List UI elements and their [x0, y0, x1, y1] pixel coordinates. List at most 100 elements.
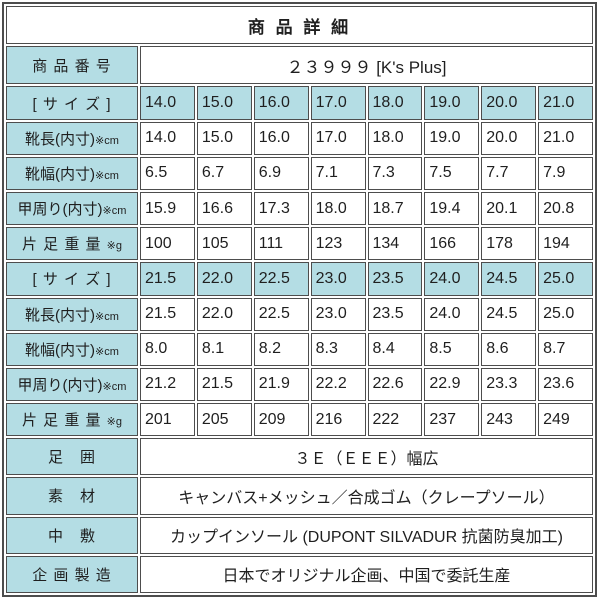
length-cell: 21.5	[140, 297, 195, 331]
row-label-length: 靴長(内寸)※cm	[6, 297, 138, 331]
shoe-length-row-1: 靴長(内寸)※cm 14.0 15.0 16.0 17.0 18.0 19.0 20.0 21…	[6, 121, 593, 155]
girth-cell: 23.6	[538, 367, 593, 402]
size-header-row-1: [ サ イ ズ ] 14.0 15.0 16.0 17.0 18.0 19.0 20.0 21…	[6, 86, 593, 120]
title-row: 商 品 詳 細	[6, 6, 593, 44]
unit-label: ※cm	[95, 134, 119, 147]
size-cell: 21.0	[538, 86, 593, 120]
row-label-width: 靴幅(内寸)※cm	[6, 332, 138, 366]
girth-cell: 21.9	[253, 367, 309, 402]
weight-cell: 134	[367, 227, 423, 261]
girth-row-1: 甲周り(内寸)※cm 15.9 16.6 17.3 18.0 18.7 19.4 20.1 2…	[6, 192, 593, 226]
unit-label: ※cm	[95, 169, 119, 182]
size-cell: 22.5	[253, 262, 309, 296]
size-cell: 22.0	[196, 262, 252, 296]
size-cell: 15.0	[196, 86, 252, 120]
weight-cell: 243	[481, 403, 537, 437]
manufacturing-value: 日本でオリジナル企画、中国で委託生産	[140, 555, 593, 593]
weight-cell: 216	[310, 403, 366, 437]
weight-cell: 205	[196, 403, 252, 437]
weight-cell: 166	[424, 227, 480, 261]
length-cell: 19.0	[424, 121, 480, 155]
width-cell: 7.1	[310, 156, 366, 190]
girth-cell: 20.1	[481, 192, 537, 226]
width-cell: 6.9	[253, 156, 309, 190]
length-cell: 21.0	[538, 121, 593, 155]
size-cell: 21.5	[140, 262, 195, 296]
width-cell: 7.5	[424, 156, 480, 190]
weight-cell: 105	[196, 227, 252, 261]
material-value: キャンバス+メッシュ／合成ゴム（クレープソール）	[140, 477, 593, 515]
size-cell: 24.5	[481, 262, 537, 296]
girth-cell: 21.2	[140, 367, 195, 402]
width-cell: 7.9	[538, 156, 593, 190]
width-cell: 8.4	[367, 332, 423, 366]
width-cell: 7.7	[481, 156, 537, 190]
width-cell: 7.3	[367, 156, 423, 190]
girth-cell: 22.9	[424, 367, 480, 402]
width-cell: 8.6	[481, 332, 537, 366]
size-cell: 25.0	[538, 262, 593, 296]
girth-cell: 18.0	[310, 192, 366, 226]
weight-row-1: 片 足 重 量 ※g 100 105 111 123 134 166 178 194	[6, 227, 593, 261]
size-cell: 17.0	[310, 86, 366, 120]
length-cell: 23.5	[367, 297, 423, 331]
girth-cell: 16.6	[196, 192, 252, 226]
length-cell: 25.0	[538, 297, 593, 331]
product-number-row: 商 品 番 号 ２３９９９ [K's Plus]	[6, 46, 593, 85]
row-label-foot-girth: 足 囲	[6, 438, 138, 476]
length-cell: 17.0	[310, 121, 366, 155]
length-cell: 16.0	[253, 121, 309, 155]
weight-cell: 209	[253, 403, 309, 437]
size-cell: 23.0	[310, 262, 366, 296]
girth-cell: 21.5	[196, 367, 252, 402]
row-label-size: [ サ イ ズ ]	[6, 86, 138, 120]
size-header-row-2: [ サ イ ズ ] 21.5 22.0 22.5 23.0 23.5 24.0 24.5 25…	[6, 262, 593, 296]
length-cell: 20.0	[481, 121, 537, 155]
shoe-length-row-2: 靴長(内寸)※cm 21.5 22.0 22.5 23.0 23.5 24.0 24.5 25…	[6, 297, 593, 331]
weight-cell: 123	[310, 227, 366, 261]
weight-row-2: 片 足 重 量 ※g 201 205 209 216 222 237 243 249	[6, 403, 593, 437]
size-cell: 23.5	[367, 262, 423, 296]
size-cell: 20.0	[481, 86, 537, 120]
width-cell: 8.3	[310, 332, 366, 366]
girth-cell: 23.3	[481, 367, 537, 402]
width-cell: 6.7	[196, 156, 252, 190]
row-label-manufacturing: 企 画 製 造	[6, 555, 138, 593]
length-cell: 22.0	[196, 297, 252, 331]
product-number-value: ２３９９９ [K's Plus]	[140, 46, 593, 85]
row-label-width: 靴幅(内寸)※cm	[6, 156, 138, 190]
row-label-insole: 中 敷	[6, 516, 138, 554]
shoe-width-row-1: 靴幅(内寸)※cm 6.5 6.7 6.9 7.1 7.3 7.5 7.7 7.9	[6, 156, 593, 190]
weight-cell: 201	[140, 403, 195, 437]
width-cell: 8.5	[424, 332, 480, 366]
length-cell: 24.0	[424, 297, 480, 331]
length-cell: 14.0	[140, 121, 195, 155]
width-cell: 8.0	[140, 332, 195, 366]
girth-cell: 22.2	[310, 367, 366, 402]
size-cell: 16.0	[253, 86, 309, 120]
weight-cell: 194	[538, 227, 593, 261]
row-label-length: 靴長(内寸)※cm	[6, 121, 138, 155]
weight-cell: 100	[140, 227, 195, 261]
row-label-material: 素 材	[6, 477, 138, 515]
length-cell: 15.0	[196, 121, 252, 155]
width-cell: 8.2	[253, 332, 309, 366]
unit-label: ※cm	[102, 205, 127, 218]
width-cell: 6.5	[140, 156, 195, 190]
insole-value: カップインソール (DUPONT SILVADUR 抗菌防臭加工)	[140, 516, 593, 554]
unit-label: ※cm	[95, 345, 119, 358]
girth-cell: 15.9	[140, 192, 195, 226]
size-cell: 19.0	[424, 86, 480, 120]
material-info-row: 素 材 キャンバス+メッシュ／合成ゴム（クレープソール）	[6, 477, 593, 515]
weight-cell: 222	[367, 403, 423, 437]
row-label-weight: 片 足 重 量 ※g	[6, 227, 138, 261]
girth-row-2: 甲周り(内寸)※cm 21.2 21.5 21.9 22.2 22.6 22.9 23.3 2…	[6, 367, 593, 402]
unit-label: ※cm	[102, 380, 127, 393]
shoe-width-row-2: 靴幅(内寸)※cm 8.0 8.1 8.2 8.3 8.4 8.5 8.6 8.7	[6, 332, 593, 366]
row-label-girth: 甲周り(内寸)※cm	[6, 367, 138, 402]
unit-label: ※cm	[95, 310, 119, 323]
insole-info-row: 中 敷 カップインソール (DUPONT SILVADUR 抗菌防臭加工)	[6, 516, 593, 554]
width-cell: 8.1	[196, 332, 252, 366]
width-cell: 8.7	[538, 332, 593, 366]
